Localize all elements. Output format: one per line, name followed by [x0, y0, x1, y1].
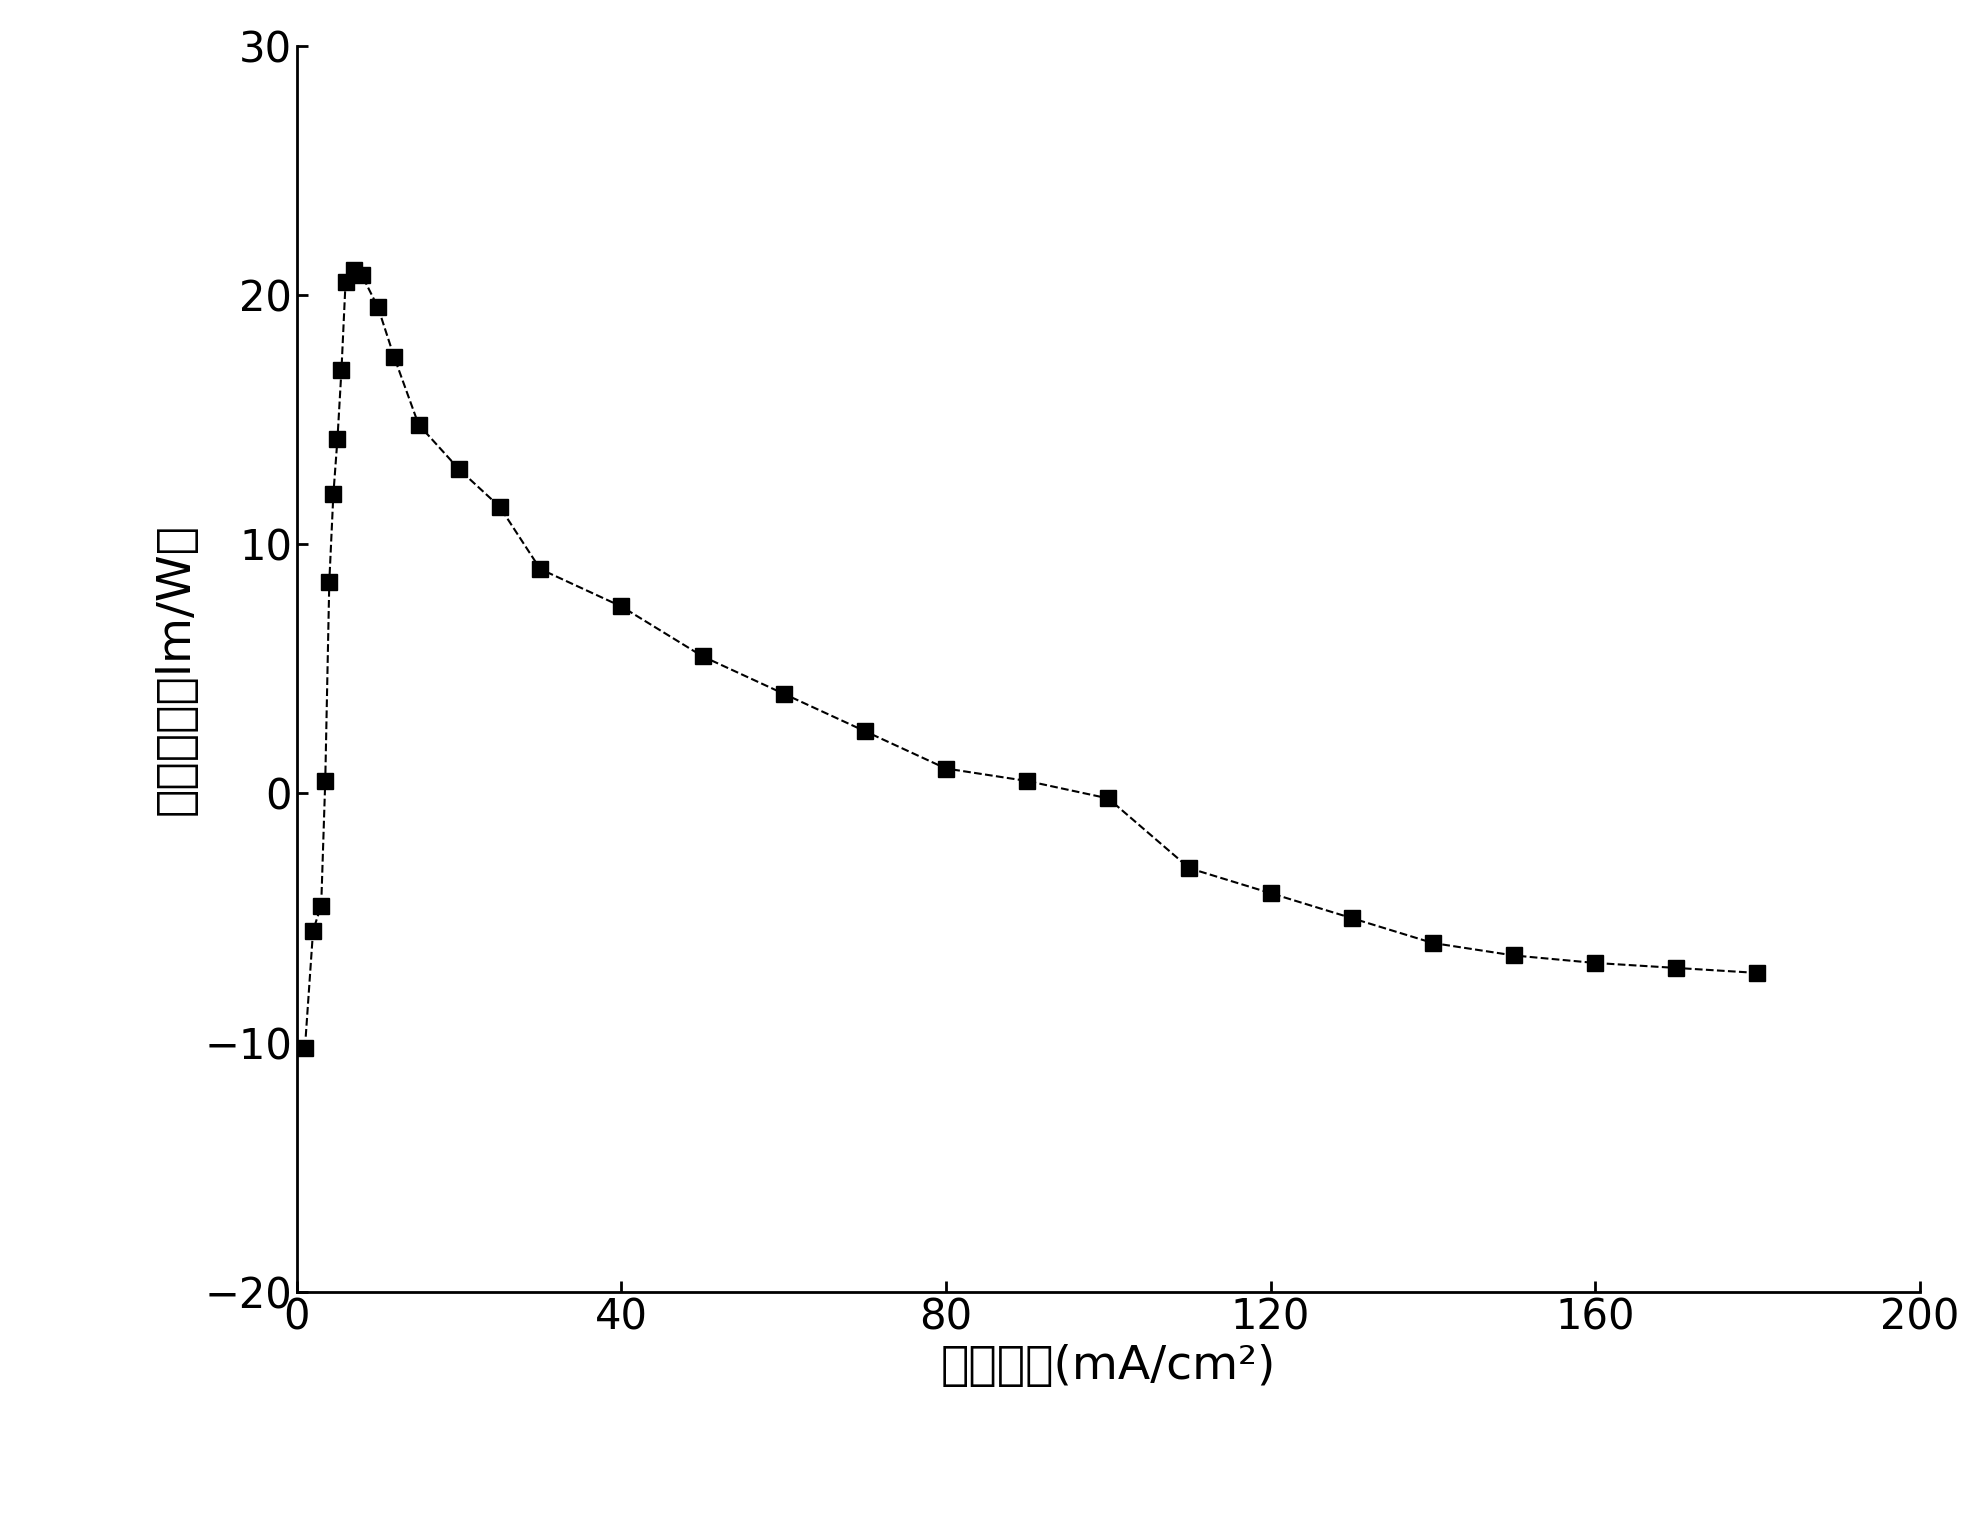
X-axis label: 电流密度(mA/cm²): 电流密度(mA/cm²) [940, 1344, 1276, 1389]
Y-axis label: 流明效率（lm/W）: 流明效率（lm/W） [154, 523, 198, 815]
